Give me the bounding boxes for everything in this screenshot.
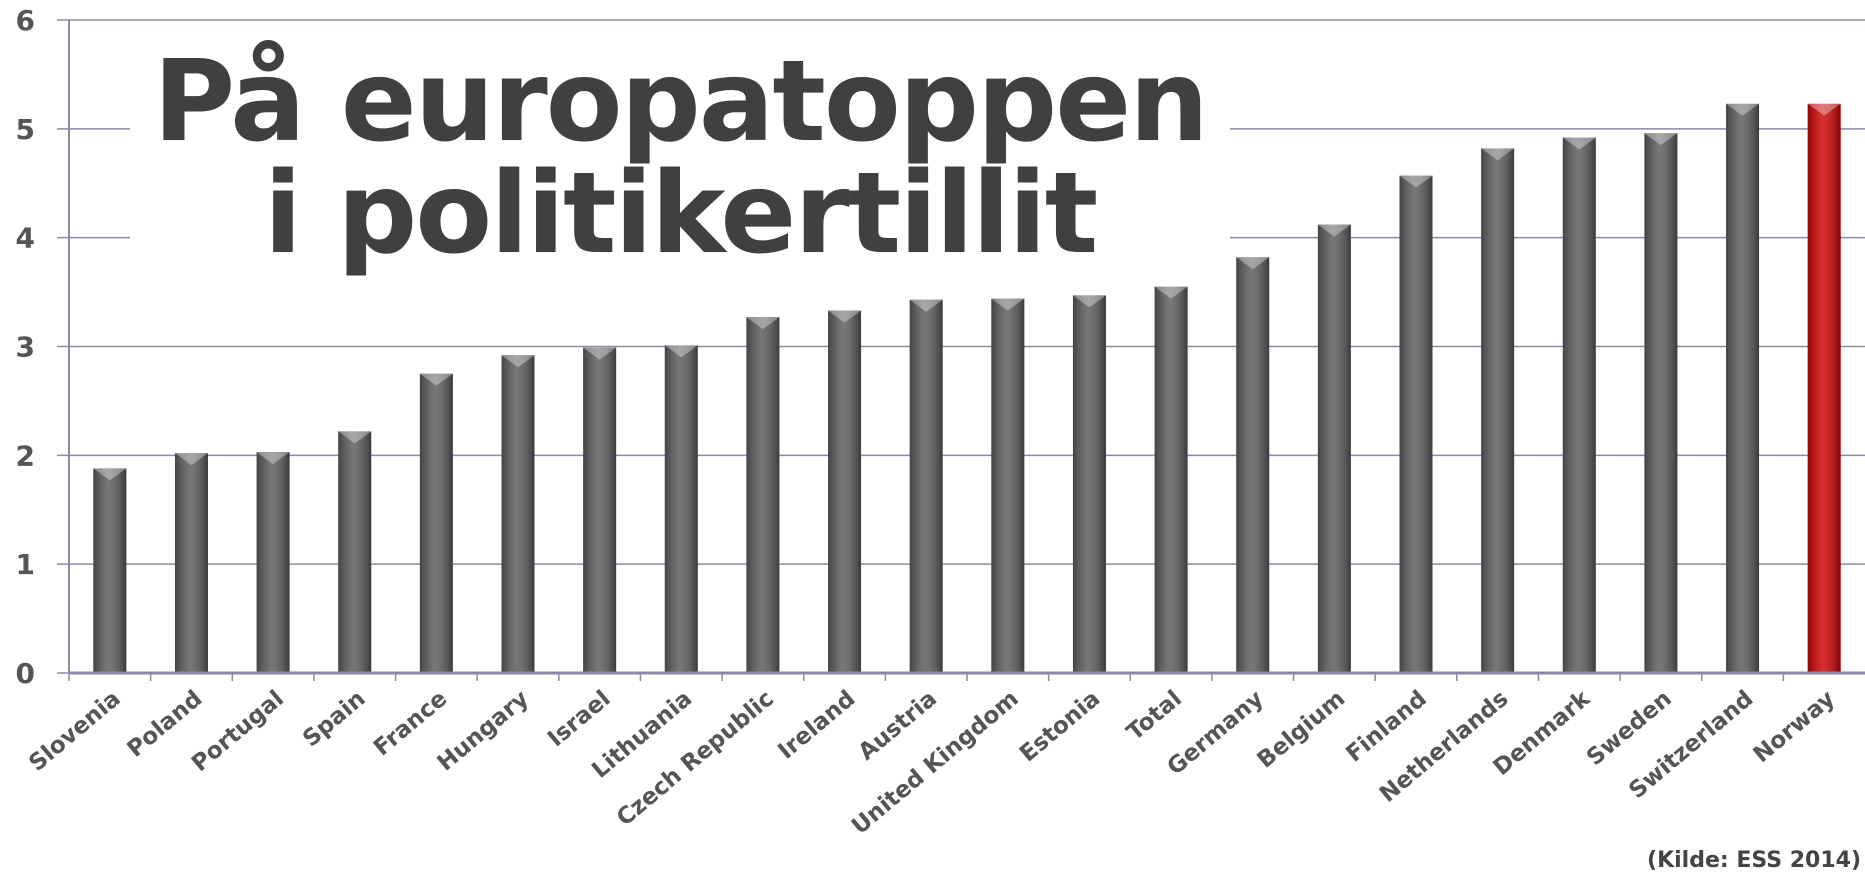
x-tick-label: Estonia bbox=[1015, 686, 1105, 768]
bar-shade bbox=[1236, 257, 1270, 673]
bar-shade bbox=[1644, 133, 1678, 674]
y-tick-label: 1 bbox=[16, 548, 35, 581]
bar-cap bbox=[1236, 257, 1270, 270]
x-tick-label: Portugal bbox=[187, 686, 289, 777]
bar-shade bbox=[338, 431, 372, 673]
bar-shade bbox=[1399, 175, 1433, 674]
bar-cap bbox=[1154, 286, 1188, 299]
bar-cap bbox=[991, 298, 1025, 311]
bar-shade bbox=[1726, 103, 1760, 674]
bar-cap bbox=[1644, 133, 1678, 146]
bar-cap bbox=[1399, 175, 1433, 188]
bar-cap bbox=[1481, 148, 1515, 161]
y-tick-label: 5 bbox=[16, 113, 35, 146]
y-tick-label: 3 bbox=[16, 331, 35, 364]
bar-cap bbox=[93, 468, 127, 481]
y-tick-label: 0 bbox=[16, 657, 35, 690]
bar-cap bbox=[1726, 103, 1760, 116]
bar-shade bbox=[583, 347, 617, 673]
bar-shade bbox=[1481, 148, 1515, 673]
y-tick-label: 2 bbox=[16, 439, 35, 472]
x-tick-label: Hungary bbox=[433, 686, 534, 777]
bar-cap bbox=[419, 373, 453, 386]
chart-title: På europatoppen i politikertillit bbox=[130, 40, 1230, 284]
bar-cap bbox=[174, 453, 208, 466]
bar-shade bbox=[664, 345, 698, 673]
bar-cap bbox=[583, 347, 617, 360]
bar-shade bbox=[93, 468, 127, 673]
bar-cap bbox=[501, 355, 535, 368]
bar-shade bbox=[746, 317, 780, 673]
bar-shade bbox=[419, 373, 453, 673]
bar-cap bbox=[828, 310, 862, 323]
bar-shade bbox=[828, 310, 862, 673]
bar-shade bbox=[174, 453, 208, 673]
x-tick-label: Czech Republic bbox=[612, 686, 779, 832]
x-tick-label: Spain bbox=[298, 686, 370, 753]
bar-cap bbox=[256, 452, 290, 465]
bar-shade bbox=[991, 298, 1025, 673]
x-tick-label: Ireland bbox=[773, 686, 860, 765]
y-tick-label: 4 bbox=[16, 222, 35, 255]
bar-cap bbox=[909, 299, 943, 312]
bar-cap bbox=[1317, 224, 1351, 237]
y-tick-label: 6 bbox=[16, 4, 35, 37]
bar-shade bbox=[1807, 103, 1841, 674]
bar-cap bbox=[338, 431, 372, 444]
bar-cap bbox=[1562, 137, 1596, 150]
x-tick-label: Slovenia bbox=[24, 686, 125, 777]
bar-cap bbox=[664, 345, 698, 358]
bar-shade bbox=[1317, 224, 1351, 673]
x-tick-label: Israel bbox=[543, 686, 615, 753]
bar-shade bbox=[1154, 286, 1188, 673]
x-tick-label: Norway bbox=[1749, 686, 1840, 769]
bar-cap bbox=[1807, 103, 1841, 116]
bar-shade bbox=[501, 355, 535, 673]
bar-shade bbox=[1562, 137, 1596, 674]
bar-shade bbox=[256, 452, 290, 673]
bar-shade bbox=[1072, 295, 1106, 673]
source-note: (Kilde: ESS 2014) bbox=[1647, 848, 1861, 873]
x-tick-label: Belgium bbox=[1253, 686, 1351, 774]
bar-shade bbox=[909, 299, 943, 673]
bar-cap bbox=[1072, 295, 1106, 308]
x-tick-label: Total bbox=[1122, 686, 1187, 746]
bar-cap bbox=[746, 317, 780, 330]
